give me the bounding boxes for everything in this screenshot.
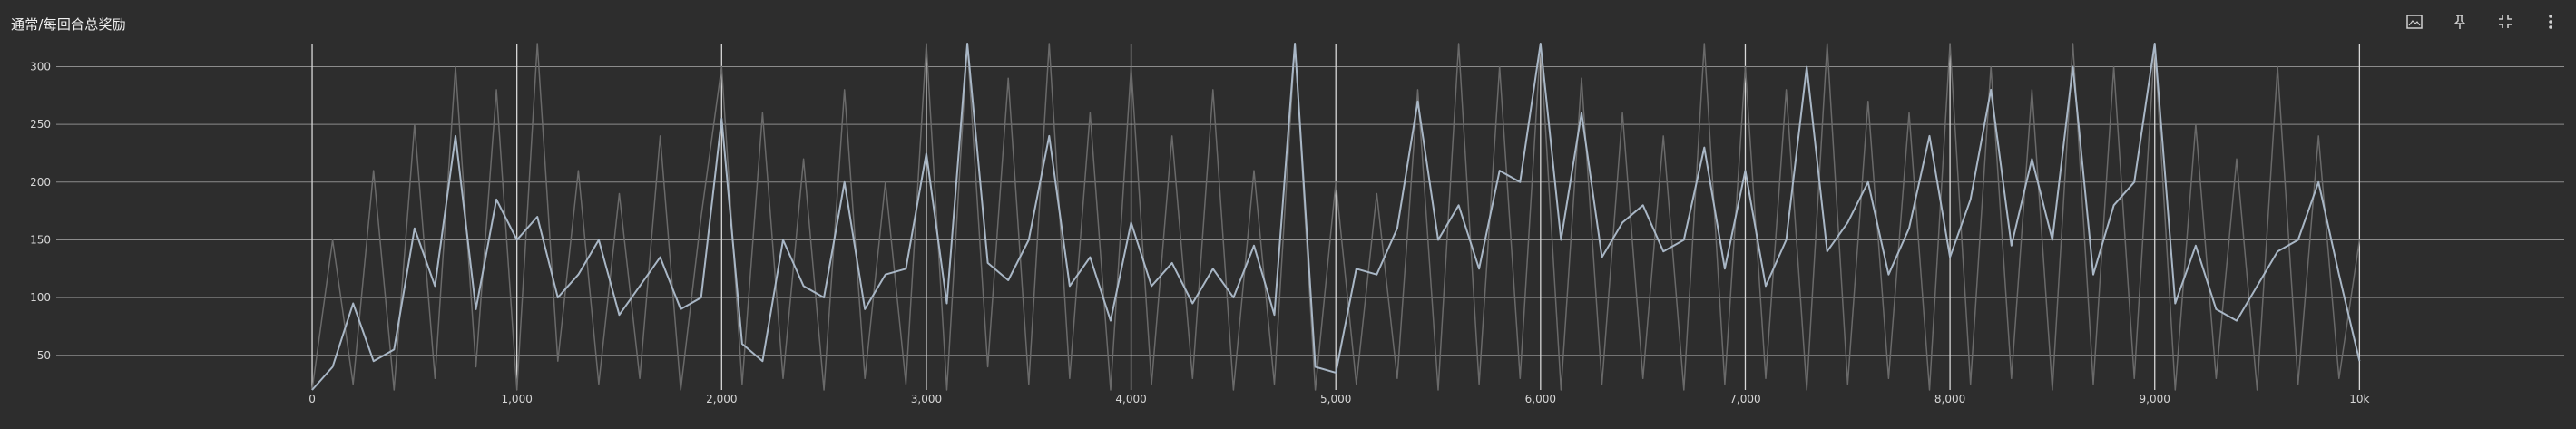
x-tick-label: 6,000 bbox=[1525, 393, 1556, 405]
fit-domain-icon[interactable] bbox=[2493, 9, 2518, 34]
y-tick-label: 250 bbox=[30, 118, 51, 131]
x-tick-label: 3,000 bbox=[911, 393, 942, 405]
y-tick-label: 200 bbox=[30, 176, 51, 189]
y-tick-label: 150 bbox=[30, 233, 51, 246]
x-tick-label: 10k bbox=[2349, 393, 2369, 405]
axis-labels: 50 100 150 200 250 300 0 1,000 2,000 3,000 4,000 5,… bbox=[30, 60, 2369, 405]
y-tick-label: 300 bbox=[30, 60, 51, 73]
x-tick-label: 5,000 bbox=[1320, 393, 1351, 405]
y-tick-label: 100 bbox=[30, 291, 51, 304]
x-tick-label: 1,000 bbox=[501, 393, 532, 405]
image-icon[interactable] bbox=[2402, 9, 2427, 34]
series-layer bbox=[311, 43, 2361, 391]
x-tick-label: 2,000 bbox=[706, 393, 737, 405]
more-vert-icon[interactable] bbox=[2538, 9, 2563, 34]
y-tick-label: 50 bbox=[37, 349, 51, 362]
x-tick-label: 0 bbox=[309, 393, 316, 405]
series-line-raw bbox=[311, 43, 2361, 391]
chart-title: 通常/每回合总奖励 bbox=[11, 16, 126, 33]
chart-toolbar bbox=[2402, 9, 2563, 34]
x-tick-label: 8,000 bbox=[1934, 393, 1965, 405]
series-line-smoothed bbox=[311, 43, 2361, 391]
x-tick-label: 4,000 bbox=[1115, 393, 1146, 405]
card-header: 通常/每回合总奖励 bbox=[0, 0, 2576, 44]
x-tick-label: 7,000 bbox=[1729, 393, 1760, 405]
x-tick-label: 9,000 bbox=[2140, 393, 2170, 405]
pin-icon[interactable] bbox=[2447, 9, 2473, 34]
